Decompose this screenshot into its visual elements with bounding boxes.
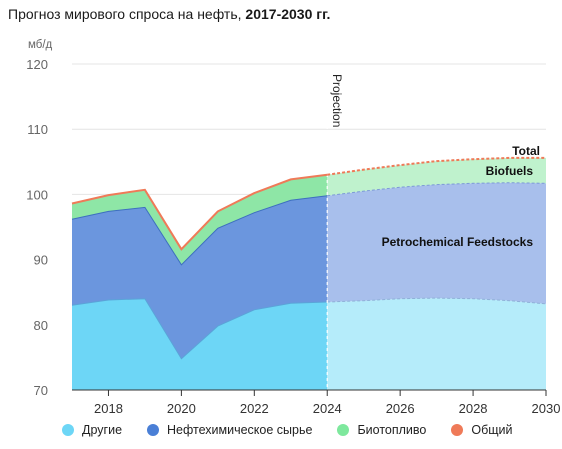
- area-other-projection: [327, 298, 546, 390]
- projection-label: Projection: [330, 74, 344, 127]
- legend-item-total: Общий: [451, 423, 513, 437]
- line-other-historical: [71, 298, 328, 360]
- line-total-historical: [71, 173, 328, 251]
- x-tick-label-2022: 2022: [240, 401, 269, 416]
- legend-dot-total: [451, 424, 464, 436]
- x-tick-label-2028: 2028: [459, 401, 488, 416]
- line-total-projection: [327, 156, 546, 176]
- legend-dot-petrochem: [147, 424, 160, 436]
- chart-legend: Другие Нефтехимическое сырье Биотопливо …: [62, 423, 538, 437]
- y-tick-label-120: 120: [26, 57, 48, 72]
- y-tick-label-80: 80: [34, 318, 48, 333]
- y-tick-label-90: 90: [34, 253, 48, 268]
- area-biofuels-historical: [72, 174, 328, 265]
- legend-label-biofuels: Биотопливо: [357, 423, 427, 437]
- area-petrochem-projection: [327, 182, 546, 304]
- legend-item-biofuels: Биотопливо: [337, 423, 426, 437]
- chart-title-main: Прогноз мирового спроса на нефть,: [8, 6, 246, 22]
- x-tick-label-2018: 2018: [94, 401, 123, 416]
- chart-title-years: 2017-2030 гг.: [245, 6, 331, 22]
- area-petrochem-historical: [72, 195, 328, 359]
- line-petrochem-projection: [327, 182, 547, 197]
- line-other-projection: [327, 297, 547, 305]
- y-axis-label: мб/д: [28, 39, 53, 51]
- legend-label-petrochem: Нефтехимическое сырье: [167, 423, 313, 437]
- legend-item-other: Другие: [62, 423, 122, 437]
- x-tick-label-2024: 2024: [313, 401, 342, 416]
- annotation-biofuels: Biofuels: [486, 164, 534, 178]
- x-tick-label-2020: 2020: [167, 401, 196, 416]
- legend-label-total: Общий: [471, 423, 513, 437]
- y-tick-label-70: 70: [34, 383, 48, 398]
- x-tick-label-2030: 2030: [532, 401, 561, 416]
- legend-item-petrochem: Нефтехимическое сырье: [147, 423, 312, 437]
- x-tick-label-2026: 2026: [386, 401, 415, 416]
- legend-label-other: Другие: [82, 423, 123, 437]
- area-biofuels-projection: [327, 157, 546, 196]
- y-tick-label-110: 110: [27, 122, 48, 137]
- legend-dot-other: [62, 424, 74, 436]
- annotation-total: Total: [512, 144, 540, 158]
- y-tick-label-100: 100: [26, 187, 48, 202]
- legend-dot-biofuels: [337, 424, 350, 436]
- chart-title: Прогноз мирового спроса на нефть, 2017-2…: [8, 6, 330, 22]
- area-other-historical: [72, 298, 328, 390]
- annotation-petrochem: Petrochemical Feedstocks: [382, 235, 534, 249]
- line-petrochem-historical: [71, 195, 328, 266]
